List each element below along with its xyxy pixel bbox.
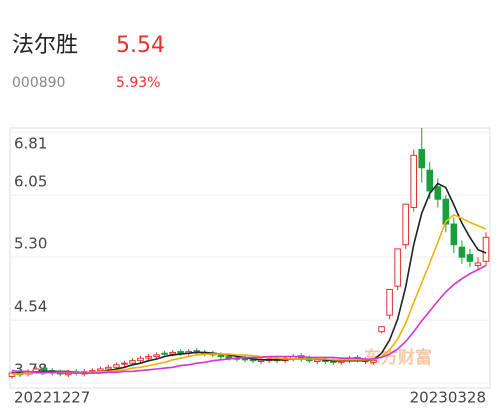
y-tick-label: 5.30 (14, 235, 47, 253)
candle-body (153, 354, 160, 358)
candle-body (458, 246, 466, 258)
candle-body (177, 351, 185, 354)
stock-price: 5.54 (116, 33, 165, 58)
candle-body (402, 203, 409, 246)
candle-body (129, 360, 136, 364)
candle-body (121, 362, 128, 365)
candle-body (137, 357, 144, 362)
stock-name: 法尔胜 (12, 33, 78, 58)
y-tick-label: 6.05 (14, 173, 47, 191)
chart-frame (9, 127, 491, 389)
candle-body (474, 262, 482, 266)
candle-body (97, 368, 104, 372)
candle-body (105, 366, 112, 370)
moving-average-line (11, 264, 487, 374)
candle-body (313, 359, 321, 363)
candle-body (40, 367, 48, 372)
moving-average-line (12, 213, 487, 375)
candle-body (386, 288, 393, 316)
moving-average-line (12, 182, 487, 374)
y-tick-label: 6.81 (14, 135, 47, 153)
watermark: 东方财富 (364, 347, 432, 368)
candle-body (32, 368, 40, 372)
x-tick-label: 20230328 (410, 389, 486, 407)
candle-body (466, 254, 474, 262)
candle-body (225, 356, 233, 359)
candle-body (418, 149, 426, 169)
candle-body (434, 186, 442, 200)
stock-code: 000890 (12, 75, 65, 91)
stock-change: 5.93% (116, 75, 160, 91)
candle-body (161, 352, 168, 355)
x-tick-label: 20221227 (14, 389, 90, 407)
candle-body (169, 351, 176, 355)
candle-body (410, 154, 417, 208)
candle-body (378, 326, 385, 333)
candle-body (482, 236, 490, 262)
candle-body (442, 198, 450, 225)
candle-body (394, 248, 401, 287)
candle-body (217, 354, 225, 358)
candle-body (370, 360, 377, 363)
candle-body (145, 356, 152, 359)
candle-body (113, 364, 120, 368)
candle-body (450, 223, 458, 246)
y-tick-label: 4.54 (14, 298, 47, 316)
candle-body (426, 169, 434, 192)
